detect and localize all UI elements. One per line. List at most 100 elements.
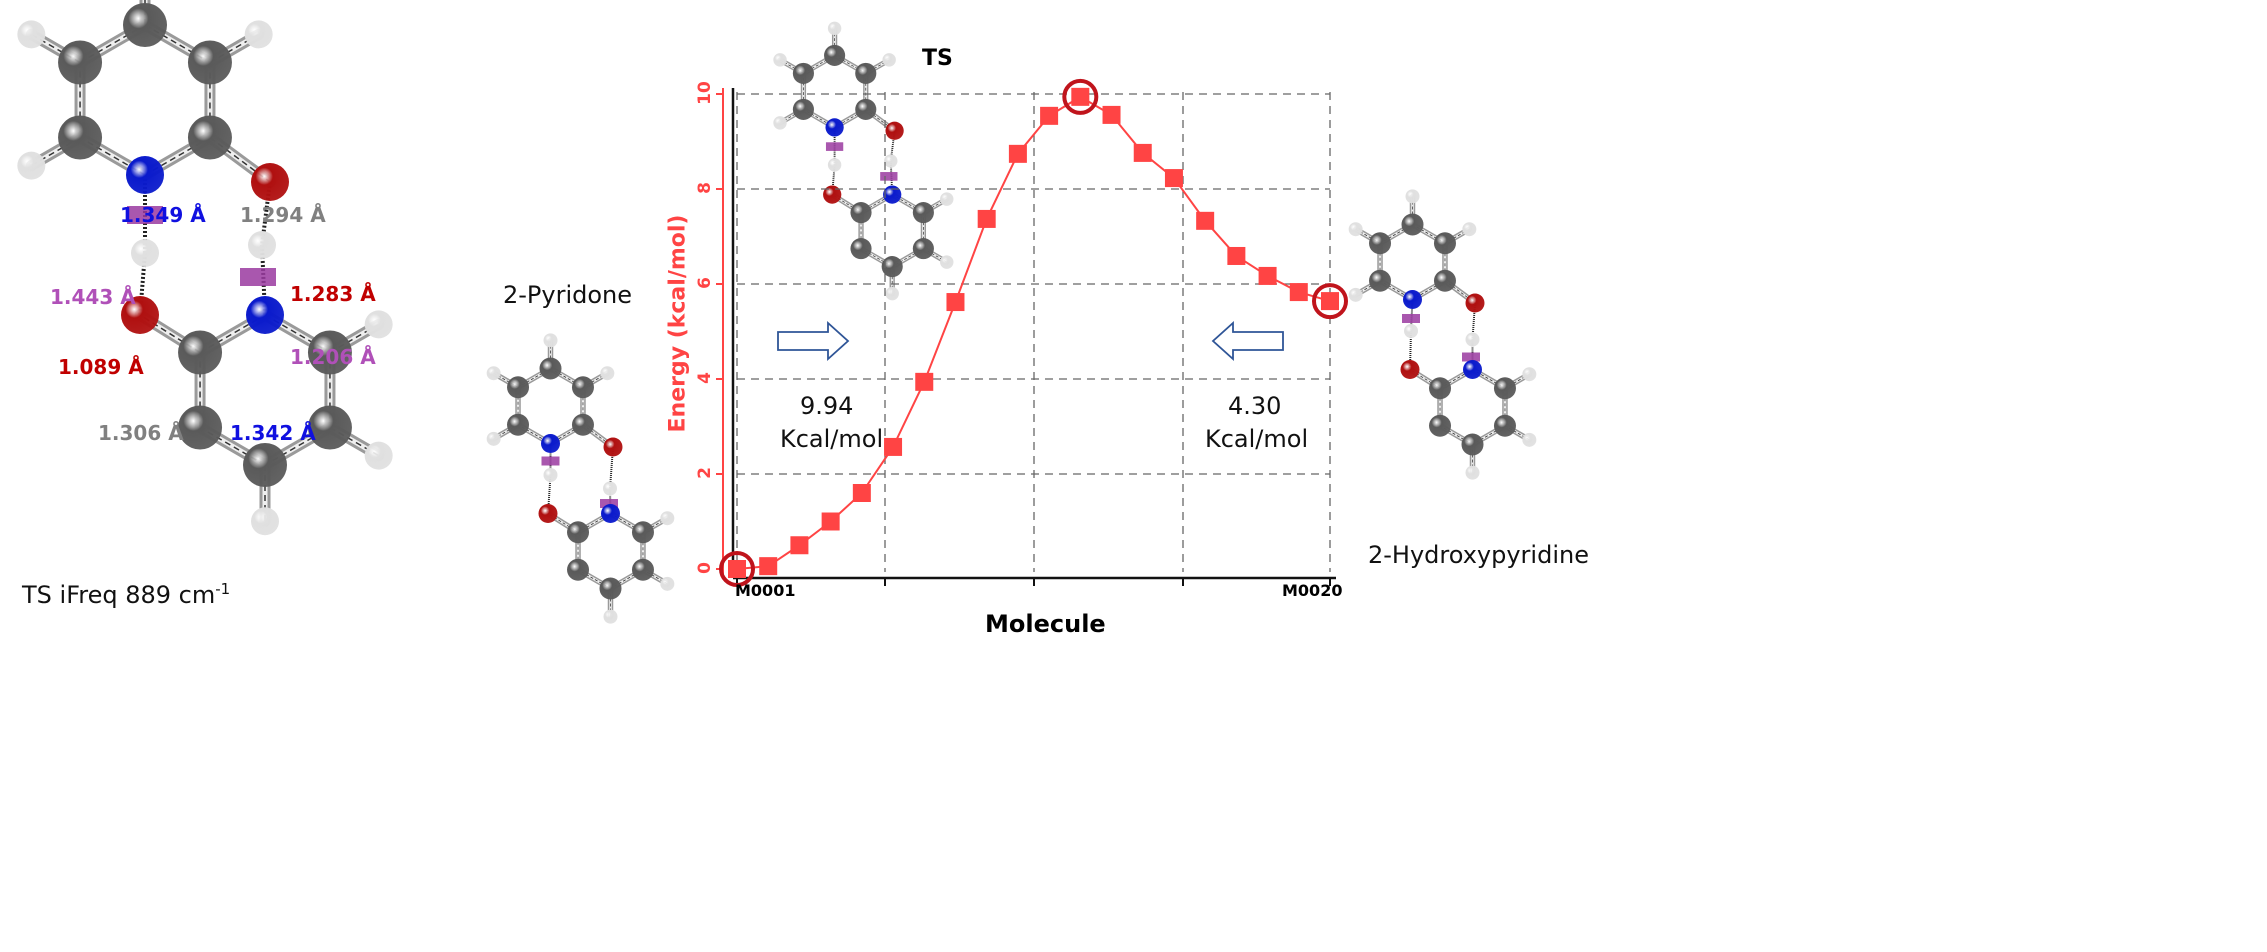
- oxygen-atom: [885, 121, 904, 140]
- hydrogen-atom: [603, 481, 617, 496]
- bond-label-c-o-lower: 1.306 Å: [98, 421, 184, 445]
- x-tick-label-first: M0001: [735, 581, 796, 600]
- energy-profile-chart: [716, 78, 1348, 587]
- reverse-arrow-icon: [1211, 320, 1284, 362]
- forward-barrier-unit: Kcal/mol: [780, 425, 884, 453]
- hydrogen-atom: [600, 366, 615, 381]
- y-tick-label: 4: [694, 372, 715, 384]
- nitrogen-atom: [601, 504, 620, 523]
- carbon-atom: [850, 238, 872, 260]
- carbon-atom: [307, 405, 352, 450]
- hydrogen-atom: [17, 20, 46, 49]
- carbon-atom: [58, 115, 103, 160]
- hydrogen-atom: [543, 333, 558, 348]
- oxygen-atom: [538, 504, 558, 523]
- carbon-atom: [912, 202, 934, 224]
- carbon-atom: [307, 330, 352, 375]
- carbon-atom: [1493, 414, 1516, 437]
- data-point-M0006: [884, 437, 903, 456]
- highlight-circle: [719, 551, 755, 587]
- carbon-atom: [243, 443, 287, 487]
- y-axis-title: Energy (kcal/mol): [665, 214, 691, 433]
- hydrogen-atom: [1522, 432, 1537, 447]
- bond-label-c-o-upper: 1.294 Å: [240, 203, 326, 227]
- hydrogen-atom: [827, 158, 842, 172]
- carbon-atom: [631, 558, 654, 581]
- hydrogen-atom: [827, 21, 842, 36]
- data-point-M0008: [946, 293, 965, 312]
- oxygen-atom: [1400, 360, 1420, 379]
- carbon-atom: [1429, 377, 1452, 400]
- carbon-atom: [792, 98, 814, 120]
- hydrogen-atom: [884, 154, 898, 168]
- hydrogen-atom: [1348, 222, 1363, 237]
- data-point-M0002: [759, 557, 778, 576]
- data-point-M0016: [1196, 211, 1215, 230]
- carbon-atom: [912, 238, 934, 260]
- oxygen-atom: [121, 296, 159, 334]
- carbon-atom: [58, 40, 103, 85]
- carbon-atom: [571, 413, 594, 436]
- carbon-atom: [187, 40, 232, 85]
- hydrogen-atom: [543, 468, 558, 482]
- hydrogen-atom: [1348, 287, 1363, 302]
- hydrogen-atom: [1522, 367, 1537, 382]
- reactant-label: 2-Pyridone: [503, 281, 633, 309]
- data-point-M0020: [1321, 292, 1339, 311]
- data-point-M0003: [790, 536, 809, 555]
- hydrogen-atom: [17, 151, 46, 180]
- carbon-atom: [1433, 232, 1456, 255]
- ts-structure-inset: [773, 21, 954, 301]
- hydrogen-atom: [131, 239, 159, 267]
- hydrogen-atom: [1465, 332, 1480, 347]
- product-structure: [1348, 189, 1537, 480]
- data-point-M0009: [977, 209, 996, 228]
- hydrogen-atom: [885, 286, 899, 301]
- dummy-atom-marker: [880, 172, 898, 181]
- nitrogen-atom: [541, 434, 560, 453]
- data-point-M0011: [1040, 106, 1059, 125]
- hydrogen-atom: [660, 576, 675, 591]
- carbon-atom: [599, 577, 622, 600]
- data-point-M0017: [1227, 246, 1246, 265]
- y-tick-label: 8: [694, 182, 715, 194]
- oxygen-atom: [1465, 293, 1485, 313]
- carbon-atom: [792, 62, 814, 84]
- nitrogen-atom: [883, 185, 902, 204]
- hydrogen-atom: [660, 511, 675, 526]
- ts-caption-superscript: -1: [215, 580, 231, 598]
- dummy-atom-marker: [825, 142, 844, 151]
- carbon-atom: [855, 62, 877, 84]
- nitrogen-atom: [1463, 360, 1482, 379]
- carbon-atom: [1461, 433, 1484, 456]
- carbon-atom: [567, 521, 590, 544]
- carbon-atom: [539, 357, 562, 380]
- carbon-atom: [881, 256, 903, 278]
- carbon-atom: [1433, 269, 1456, 292]
- y-tick-label: 10: [694, 81, 715, 105]
- ts-caption-text: TS iFreq 889 cm: [22, 581, 216, 609]
- nitrogen-atom: [825, 118, 844, 137]
- highlight-circle: [1312, 283, 1348, 320]
- hydrogen-atom: [603, 609, 618, 624]
- carbon-atom: [187, 115, 232, 160]
- carbon-atom: [178, 405, 223, 450]
- forward-barrier-value: 9.94: [800, 392, 854, 420]
- y-tick-label: 2: [694, 467, 715, 479]
- carbon-atom: [824, 44, 846, 66]
- bond-label-n-c: 1.349 Å: [120, 203, 206, 227]
- hydrogen-atom: [364, 441, 393, 470]
- dummy-atom-marker: [1402, 314, 1420, 323]
- hydrogen-atom: [1404, 324, 1418, 338]
- y-tick-label: 0: [694, 562, 715, 574]
- hydrogen-atom: [1465, 465, 1480, 480]
- carbon-atom: [1493, 377, 1516, 400]
- bond-label-n-h-lower: 1.206 Å: [290, 345, 376, 369]
- carbon-atom: [1429, 414, 1452, 437]
- nitrogen-atom: [1403, 290, 1422, 309]
- data-point-M0018: [1258, 266, 1277, 285]
- dummy-atom-marker: [541, 456, 560, 466]
- data-point-M0010: [1008, 144, 1027, 163]
- data-point-M0005: [852, 484, 871, 502]
